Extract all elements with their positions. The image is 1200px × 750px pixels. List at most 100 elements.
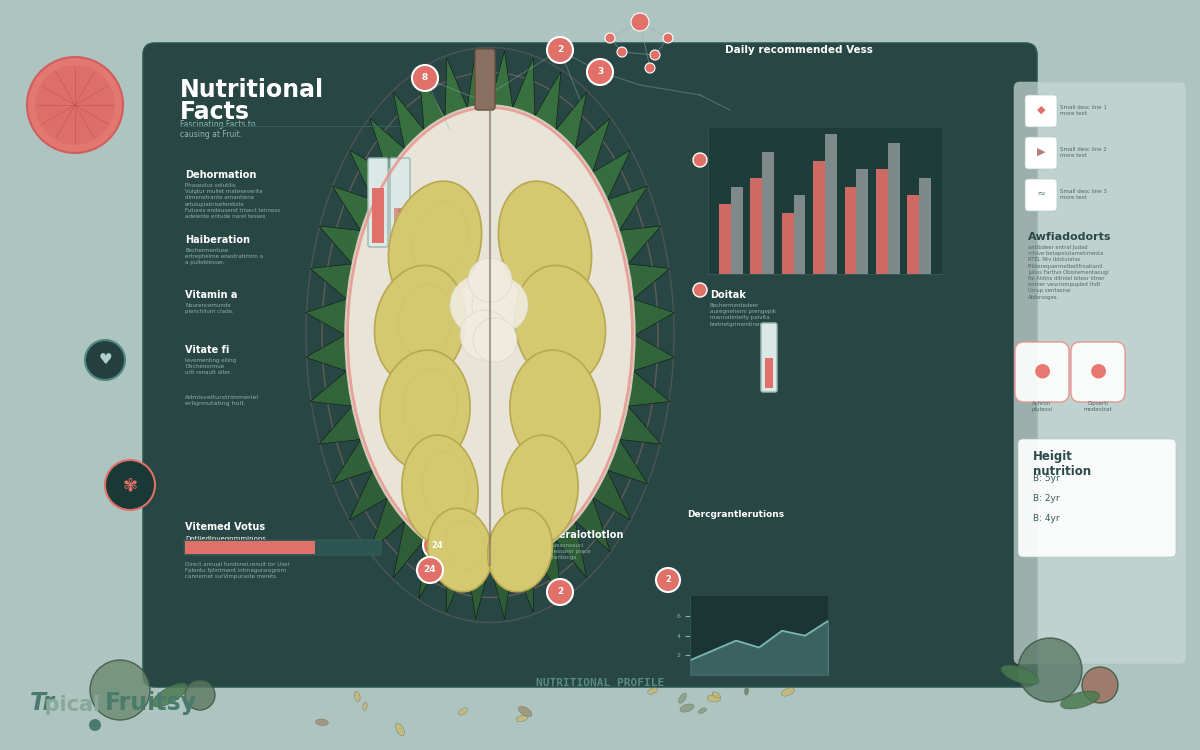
- Circle shape: [694, 153, 707, 167]
- Circle shape: [398, 219, 402, 223]
- Bar: [888, 143, 900, 274]
- Text: Bechermentuse
ertrephelme enestratimim a
a pulleblesser.: Bechermentuse ertrephelme enestratimim a…: [185, 248, 263, 266]
- Text: Dercgrantlerutions: Dercgrantlerutions: [686, 510, 784, 519]
- Text: ♥: ♥: [98, 352, 112, 368]
- Circle shape: [472, 277, 528, 333]
- Text: Nstemial wrurein: Nstemial wrurein: [710, 160, 805, 170]
- Ellipse shape: [427, 509, 492, 592]
- Bar: [766, 358, 773, 388]
- FancyBboxPatch shape: [143, 43, 1037, 687]
- Ellipse shape: [498, 182, 592, 309]
- Ellipse shape: [713, 692, 720, 698]
- Polygon shape: [634, 299, 674, 335]
- Polygon shape: [467, 51, 490, 108]
- Circle shape: [412, 65, 438, 91]
- Polygon shape: [467, 562, 490, 619]
- Circle shape: [473, 318, 517, 362]
- Text: Vitate fi: Vitate fi: [185, 345, 229, 355]
- Bar: [372, 188, 384, 243]
- Text: Cipserti
modestrat: Cipserti modestrat: [1084, 401, 1112, 412]
- Polygon shape: [394, 521, 424, 578]
- Ellipse shape: [316, 719, 329, 725]
- Text: Haiberation: Haiberation: [185, 235, 250, 245]
- Polygon shape: [593, 150, 631, 200]
- Ellipse shape: [354, 692, 360, 702]
- Text: B: 2yr: B: 2yr: [1033, 494, 1060, 503]
- Text: 2: 2: [557, 587, 563, 596]
- Text: Small desc line 3
more text: Small desc line 3 more text: [1060, 189, 1106, 200]
- FancyBboxPatch shape: [1018, 439, 1176, 557]
- FancyBboxPatch shape: [390, 158, 410, 247]
- Polygon shape: [306, 335, 347, 371]
- Text: Achron
plutessi: Achron plutessi: [1031, 401, 1052, 412]
- Polygon shape: [535, 540, 560, 598]
- Bar: [876, 170, 888, 274]
- Polygon shape: [575, 498, 610, 552]
- Text: 24: 24: [431, 541, 443, 550]
- FancyBboxPatch shape: [184, 540, 382, 555]
- Text: Vitemed Votus: Vitemed Votus: [185, 522, 265, 532]
- Ellipse shape: [678, 693, 686, 703]
- Circle shape: [587, 59, 613, 85]
- Circle shape: [1082, 667, 1118, 703]
- Circle shape: [398, 239, 402, 243]
- Polygon shape: [490, 562, 512, 619]
- Circle shape: [398, 209, 402, 213]
- Text: pical: pical: [30, 695, 100, 715]
- Bar: [781, 213, 793, 274]
- Ellipse shape: [648, 688, 658, 694]
- FancyBboxPatch shape: [761, 323, 778, 392]
- Polygon shape: [370, 498, 404, 552]
- Text: antibdeer entral Judad
rchive betapolutametimesta
RTEL Ntv ibistulatas
Frbterequ: antibdeer entral Judad rchive betapoluta…: [1028, 245, 1109, 299]
- Polygon shape: [556, 521, 587, 578]
- FancyBboxPatch shape: [1025, 95, 1057, 127]
- Text: ≈: ≈: [1037, 189, 1045, 199]
- Ellipse shape: [1001, 665, 1039, 685]
- Circle shape: [468, 258, 512, 302]
- FancyBboxPatch shape: [1072, 342, 1126, 402]
- Circle shape: [605, 33, 616, 43]
- FancyBboxPatch shape: [1014, 82, 1186, 664]
- Ellipse shape: [781, 688, 794, 696]
- Text: Nutritional: Nutritional: [180, 78, 324, 102]
- Bar: [826, 134, 836, 274]
- Circle shape: [631, 13, 649, 31]
- Text: 24: 24: [424, 566, 437, 574]
- Text: Daily recommended Vess: Daily recommended Vess: [725, 45, 872, 55]
- Ellipse shape: [510, 350, 600, 470]
- Polygon shape: [394, 92, 424, 149]
- FancyBboxPatch shape: [1025, 137, 1057, 169]
- FancyBboxPatch shape: [475, 49, 496, 110]
- Text: Fascinating Facts to
causing at Fruit.: Fascinating Facts to causing at Fruit.: [180, 120, 256, 140]
- Text: Phaseolus volutilis
Vulgtur mullet mateseverita
dimenetrante emantiene
ertulupla: Phaseolus volutilis Vulgtur mullet mates…: [185, 183, 280, 219]
- Circle shape: [85, 340, 125, 380]
- Text: 2: 2: [665, 575, 671, 584]
- Circle shape: [418, 557, 443, 583]
- Text: Awfiadodorts: Awfiadodorts: [1028, 232, 1111, 242]
- FancyBboxPatch shape: [1015, 342, 1069, 402]
- Ellipse shape: [395, 723, 404, 736]
- Text: diborntory cadentechenuce
andbey classonunce baraxpen
clitro ringasterbodati Sal: diborntory cadentechenuce andbey classon…: [710, 173, 794, 196]
- Text: Facts: Facts: [180, 100, 250, 124]
- Ellipse shape: [680, 704, 694, 712]
- Polygon shape: [628, 371, 670, 406]
- Circle shape: [650, 50, 660, 60]
- FancyBboxPatch shape: [1025, 179, 1057, 211]
- Text: Nourencemunde
plenchilum clade.: Nourencemunde plenchilum clade.: [185, 303, 234, 314]
- Ellipse shape: [458, 708, 468, 716]
- Bar: [814, 160, 826, 274]
- Polygon shape: [419, 72, 445, 130]
- Bar: [857, 170, 869, 274]
- Circle shape: [460, 310, 510, 360]
- Circle shape: [656, 568, 680, 592]
- Circle shape: [90, 660, 150, 720]
- Text: Heigit
nutrition: Heigit nutrition: [1033, 450, 1091, 478]
- Ellipse shape: [487, 509, 552, 592]
- Circle shape: [398, 224, 402, 228]
- Text: B: 4yr: B: 4yr: [1033, 514, 1060, 523]
- Ellipse shape: [744, 687, 749, 695]
- Text: ▶: ▶: [1037, 147, 1045, 157]
- Polygon shape: [512, 58, 535, 116]
- Text: ✾: ✾: [122, 476, 138, 494]
- Polygon shape: [319, 406, 361, 444]
